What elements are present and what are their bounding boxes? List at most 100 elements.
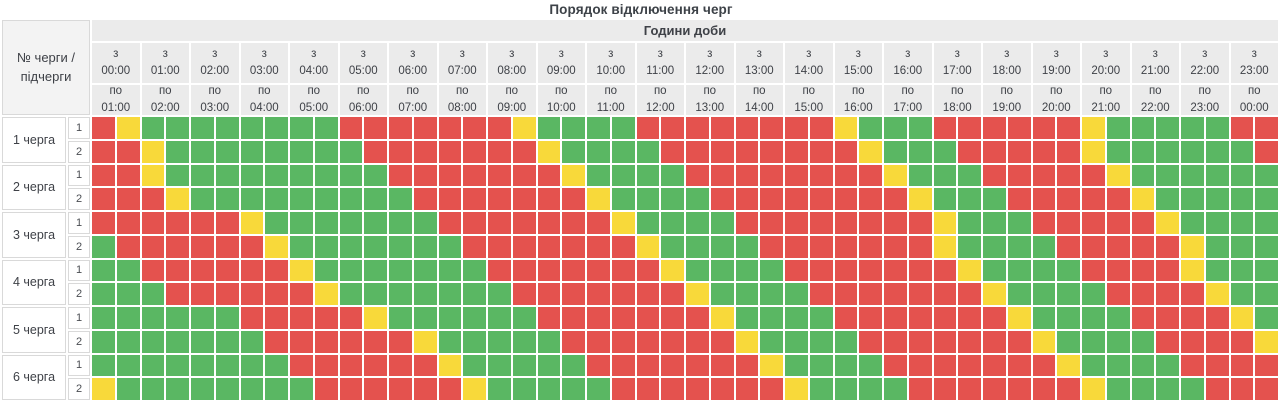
slot-cell-r xyxy=(1057,117,1080,139)
slot-cell-g xyxy=(339,212,363,234)
slot-cell-r xyxy=(1156,283,1179,305)
slot-cell-r xyxy=(413,117,437,139)
slot-cell-y xyxy=(141,140,165,163)
slot-cell-g xyxy=(1106,378,1130,400)
slot-cell-g xyxy=(389,235,412,258)
slot-cell-g xyxy=(265,117,288,139)
slot-cell-g xyxy=(413,307,437,329)
slot-cell-g xyxy=(562,354,585,377)
slot-cell-r xyxy=(1082,212,1105,234)
slot-cell-r xyxy=(611,235,635,258)
slot-cell-g xyxy=(215,117,239,139)
slot-cell-r xyxy=(1007,117,1031,139)
slot-cell-g xyxy=(710,235,734,258)
hour-to-time: 21:00 xyxy=(1091,102,1121,114)
slot-cell-g xyxy=(958,212,981,234)
slot-cell-y xyxy=(290,259,313,282)
slot-cell-g xyxy=(215,140,239,163)
slot-cell-y xyxy=(463,378,486,400)
slot-cell-r xyxy=(339,354,363,377)
slot-cell-r xyxy=(760,117,783,139)
hour-from-time: 14:00 xyxy=(794,65,824,77)
slot-cell-r xyxy=(537,235,561,258)
slot-cell-g xyxy=(92,330,115,353)
hour-from-cell: з 05:00 xyxy=(339,43,387,83)
slot-cell-r xyxy=(884,330,907,353)
slot-cell-r xyxy=(587,354,610,377)
slot-cell-g xyxy=(958,235,981,258)
hour-to-prefix: по xyxy=(455,85,469,98)
slot-cell-r xyxy=(389,140,412,163)
slot-cell-r xyxy=(611,378,635,400)
hour-to-cell: по 15:00 xyxy=(785,85,833,115)
hour-from-prefix: з xyxy=(212,48,218,61)
slot-cell-r xyxy=(1230,117,1254,139)
slot-cell-r xyxy=(488,140,511,163)
slot-cell-y xyxy=(314,283,338,305)
hour-from-prefix: з xyxy=(509,48,515,61)
slot-cell-g xyxy=(215,378,239,400)
slot-cell-g xyxy=(809,378,833,400)
hour-from-time: 17:00 xyxy=(942,65,972,77)
hour-to-cell: по 10:00 xyxy=(537,85,585,115)
slot-cell-g xyxy=(488,354,511,377)
slot-cell-r xyxy=(760,164,783,187)
hour-to-prefix: по xyxy=(653,85,667,98)
hour-from-cell: з 21:00 xyxy=(1131,43,1179,83)
slot-cell-r xyxy=(389,330,412,353)
slot-cell-g xyxy=(1255,283,1278,305)
slot-cell-g xyxy=(834,354,858,377)
slot-cell-g xyxy=(488,283,511,305)
slot-cell-g xyxy=(364,259,387,282)
slot-cell-g xyxy=(191,164,214,187)
slot-cell-r xyxy=(1007,330,1031,353)
slot-cell-r xyxy=(661,307,684,329)
hour-from-cell: з 19:00 xyxy=(1032,43,1080,83)
hour-to-time: 07:00 xyxy=(398,102,428,114)
slot-cell-g xyxy=(1082,307,1105,329)
slot-cell-r xyxy=(463,164,486,187)
slot-cell-g xyxy=(290,117,313,139)
slot-cell-r xyxy=(92,188,115,210)
slot-cell-g xyxy=(512,307,536,329)
slot-cell-g xyxy=(141,354,165,377)
outage-schedule-table: № черги / підчерги Години доби з 00:00 по 0… xyxy=(2,20,1278,400)
slot-cell-r xyxy=(240,259,264,282)
slot-cell-r xyxy=(710,140,734,163)
slot-cell-g xyxy=(1181,378,1204,400)
slot-cell-g xyxy=(537,378,561,400)
slot-cell-g xyxy=(1032,259,1056,282)
slot-cell-g xyxy=(488,330,511,353)
slot-cell-r xyxy=(314,354,338,377)
slot-cell-r xyxy=(265,283,288,305)
slot-cell-r xyxy=(587,212,610,234)
slot-cell-g xyxy=(339,235,363,258)
slot-cell-y xyxy=(983,283,1006,305)
hour-to-cell: по 11:00 xyxy=(587,85,635,115)
slot-cell-g xyxy=(884,378,907,400)
slot-cell-r xyxy=(1057,140,1080,163)
slot-cell-r xyxy=(983,354,1006,377)
slot-cell-g xyxy=(884,140,907,163)
slot-cell-r xyxy=(1057,378,1080,400)
slot-cell-r xyxy=(587,283,610,305)
hour-to-prefix: по xyxy=(109,85,123,98)
slot-cell-g xyxy=(1230,283,1254,305)
hour-from-time: 10:00 xyxy=(596,65,626,77)
slot-cell-g xyxy=(92,235,115,258)
slot-cell-g xyxy=(735,307,759,329)
hour-to-time: 06:00 xyxy=(348,102,378,114)
slot-cell-r xyxy=(785,212,808,234)
slot-cell-r xyxy=(116,164,140,187)
slot-cell-g xyxy=(735,283,759,305)
hour-to-prefix: по xyxy=(604,85,618,98)
slot-cell-r xyxy=(908,235,932,258)
slot-cell-r xyxy=(884,235,907,258)
slot-cell-g xyxy=(166,117,189,139)
hour-to-time: 08:00 xyxy=(447,102,477,114)
slot-cell-r xyxy=(587,307,610,329)
hour-to-cell: по 17:00 xyxy=(884,85,932,115)
slot-cell-r xyxy=(859,164,882,187)
hour-from-cell: з 07:00 xyxy=(438,43,486,83)
hour-to-prefix: по xyxy=(752,85,766,98)
